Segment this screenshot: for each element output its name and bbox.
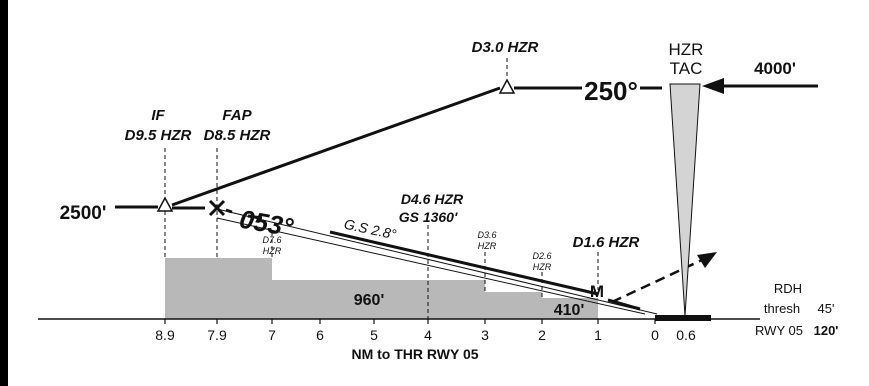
tacan-cone <box>669 83 701 317</box>
course-250: 250° <box>584 76 638 106</box>
tick-label-8-9: 8.9 <box>155 327 175 343</box>
tick-label-5: 5 <box>370 327 378 343</box>
tick-label-4: 4 <box>424 327 432 343</box>
glideslope-lines <box>216 208 658 315</box>
glideslope-label: G.S 2.8° <box>343 216 399 243</box>
if-fix-triangle <box>156 196 174 212</box>
navaid-name: HZR <box>669 40 704 59</box>
d30-label: D3.0 HZR <box>472 39 539 56</box>
terrain-block-3 <box>485 292 542 319</box>
left-edge-bar <box>0 0 8 386</box>
d36-label: D3.6 <box>477 230 496 240</box>
axis-ticks <box>164 319 656 324</box>
runway-bar <box>655 315 711 321</box>
terrain-block-4 <box>542 298 598 319</box>
tick-label-0-6: 0.6 <box>676 327 696 343</box>
fap-label: FAP <box>222 107 252 124</box>
rwy-label: RWY 05 <box>755 323 803 338</box>
terrain-960: 960' <box>354 292 385 309</box>
tick-label-7-9: 7.9 <box>207 327 227 343</box>
altitude-2500: 2500' <box>60 203 107 224</box>
tick-label-2: 2 <box>538 327 546 343</box>
rdh-label: RDH <box>774 281 802 296</box>
altitude-4000: 4000' <box>754 59 796 78</box>
terrain-block-1 <box>165 258 272 319</box>
axis-tick-labels: 8.9 7.9 7 6 5 4 3 2 1 0 0.6 <box>155 327 696 343</box>
tick-label-3: 3 <box>481 327 489 343</box>
rwy-value: 120' <box>814 323 839 338</box>
tick-label-1: 1 <box>594 327 602 343</box>
tick-label-0: 0 <box>651 327 659 343</box>
d26-sub: HZR <box>533 262 552 272</box>
d46-label: D4.6 HZR <box>401 191 464 207</box>
if-label: IF <box>151 107 165 124</box>
d16-label: D1.6 HZR <box>573 234 640 251</box>
flight-path <box>115 86 662 311</box>
fix-dashed-lines <box>164 58 599 319</box>
gs-altitude: GS 1360' <box>399 209 458 225</box>
tick-label-7: 7 <box>268 327 276 343</box>
d30-fix-triangle <box>498 78 516 94</box>
map-marker: M <box>590 282 604 301</box>
d76-label: D7.6 <box>262 235 281 245</box>
axis-title: NM to THR RWY 05 <box>351 346 478 362</box>
if-distance: D9.5 HZR <box>125 127 192 144</box>
navaid-type: TAC <box>670 59 703 78</box>
d76-sub: HZR <box>263 246 282 256</box>
d36-sub: HZR <box>478 241 497 251</box>
inbound-arrowhead <box>702 78 724 94</box>
terrain-410: 410' <box>554 302 585 319</box>
tick-label-6: 6 <box>316 327 324 343</box>
terrain-profile <box>165 258 598 319</box>
d26-label: D2.6 <box>532 251 551 261</box>
fap-cross-icon <box>208 199 226 217</box>
terrain-block-2 <box>272 280 485 319</box>
fap-distance: D8.5 HZR <box>204 127 271 144</box>
thresh-value: 45' <box>818 301 835 316</box>
thresh-label: thresh <box>764 301 800 316</box>
missed-approach-arrowhead <box>697 252 717 268</box>
